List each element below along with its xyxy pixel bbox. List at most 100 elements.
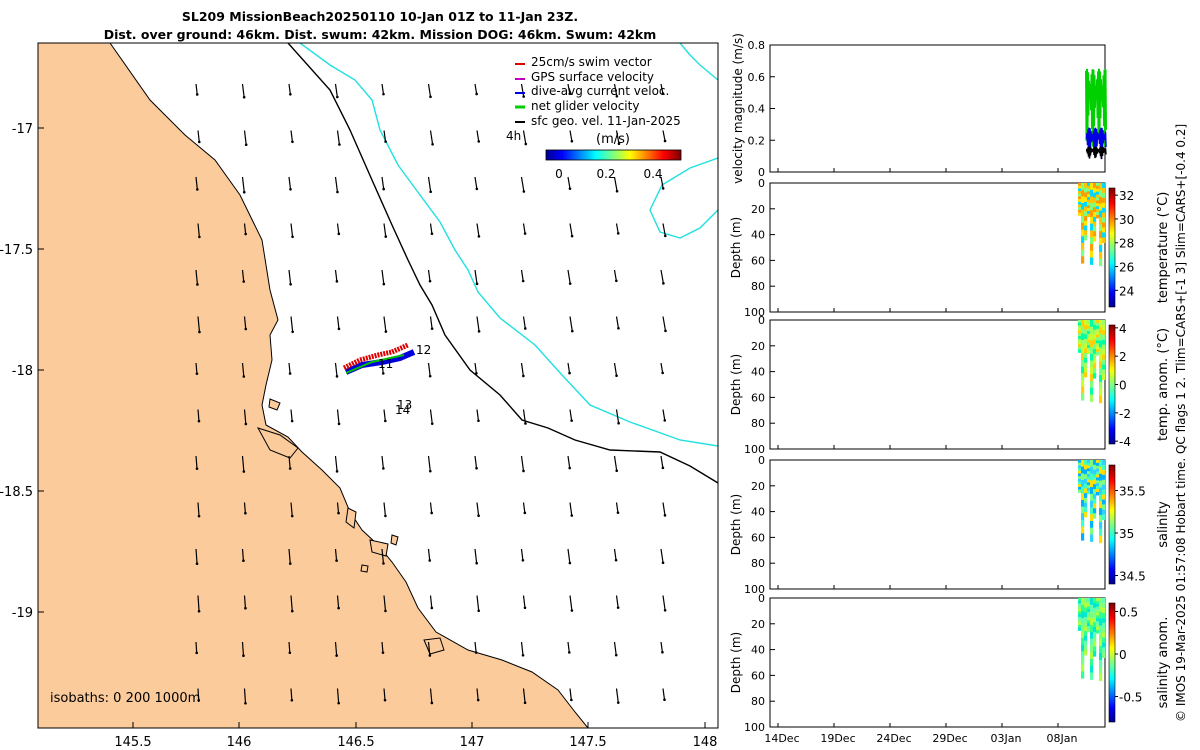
isobaths-note: isobaths: 0 200 1000m <box>50 691 200 706</box>
profile-cell <box>1093 373 1097 379</box>
depth-tick-label: 40 <box>751 366 765 379</box>
profile-cell <box>1093 226 1097 232</box>
profile-cell <box>1093 221 1097 228</box>
velocity-arrowhead <box>616 606 620 609</box>
velocity-arrowhead <box>614 653 618 657</box>
velocity-arrow <box>476 595 480 611</box>
velocity-arrow <box>383 223 387 237</box>
velocity-arrowhead <box>384 514 387 518</box>
profile-cell <box>1090 598 1094 606</box>
velocity-arrowhead <box>521 654 525 657</box>
profile-cell <box>1099 183 1103 191</box>
lon-tick-label: 145.5 <box>114 735 151 750</box>
velocity-arrowhead <box>242 190 246 194</box>
map-legend: 25cm/s swim vector GPS surface velocity … <box>515 55 681 128</box>
profile-cell <box>1096 609 1100 614</box>
velocity-arrow <box>613 83 618 97</box>
velocity-arrow <box>197 316 201 333</box>
velocity-arrow <box>569 223 573 237</box>
profile-cell <box>1081 671 1085 679</box>
velocity-arrowhead <box>428 559 432 562</box>
profile-cell <box>1090 347 1094 355</box>
panel-frame <box>769 459 1106 590</box>
velocity-series-line <box>1085 68 1107 147</box>
depth-axis-label: Depth (m) <box>729 632 743 693</box>
profile-cell <box>1090 618 1094 626</box>
profile-cell <box>1078 330 1082 335</box>
velocity-arrow <box>288 455 291 469</box>
profile-cell <box>1096 471 1100 476</box>
profile-cell <box>1087 188 1091 192</box>
velocity-arrowhead <box>570 514 574 517</box>
profile-cell <box>1090 243 1094 252</box>
colorbar-tick-label: 0.5 <box>1119 606 1138 620</box>
profile-cell <box>1096 615 1100 619</box>
profile-cell <box>1102 598 1106 604</box>
profile-cell <box>1093 334 1097 340</box>
lon-tick-label: 148 <box>693 735 718 750</box>
velocity-arrow <box>336 223 340 234</box>
velocity-arrowhead <box>290 698 294 702</box>
profile-cell <box>1081 499 1085 508</box>
velocity-arrowhead <box>522 190 526 193</box>
profile-cell <box>1078 201 1082 206</box>
profile-cell <box>1093 363 1097 369</box>
profile-cell <box>1099 368 1103 376</box>
profile-cell <box>1093 627 1097 633</box>
profile-cell <box>1102 334 1106 341</box>
profile-cell <box>1078 484 1082 488</box>
velocity-arrow <box>615 502 619 513</box>
profile-cell <box>1081 466 1085 474</box>
profile-cell <box>1102 642 1106 649</box>
velocity-arrowhead <box>335 280 339 283</box>
profile-cell <box>1090 466 1094 475</box>
lat-tick-label: -17.5 <box>0 243 33 258</box>
profile-cell <box>1078 614 1082 618</box>
colorbar-label: temperature (°C) <box>1156 192 1171 304</box>
time-tick-label: 19Dec <box>820 732 855 745</box>
depth-tick-label: 0 <box>758 177 765 190</box>
profile-cell <box>1087 487 1091 492</box>
profile-cell <box>1087 490 1091 495</box>
velocity-arrowhead <box>242 559 245 563</box>
velocity-arrowhead <box>664 329 667 333</box>
profile-cell <box>1099 611 1103 620</box>
velocity-arrow <box>241 362 245 377</box>
profile-cell <box>1084 324 1088 331</box>
profile-cell <box>1099 375 1103 383</box>
profile-cell <box>1090 493 1094 502</box>
velocity-arrow <box>474 83 478 95</box>
profile-cell <box>1090 203 1094 211</box>
profile-cell <box>1081 373 1085 381</box>
colorbar-tick-label: -2 <box>1119 407 1131 421</box>
profile-cell <box>1093 602 1097 609</box>
profile-cell <box>1087 210 1091 215</box>
surface-geostrophic-velocity-arrows <box>195 83 667 749</box>
profile-cell <box>1096 214 1100 219</box>
profile-cell <box>1081 339 1085 348</box>
velocity-arrow <box>662 688 666 700</box>
velocity-arrow <box>336 595 340 609</box>
depth-axis-label: Depth (m) <box>729 494 743 555</box>
profile-cell <box>1093 469 1097 476</box>
profile-cell <box>1087 623 1091 627</box>
velocity-arrow <box>429 688 433 704</box>
profile-cell <box>1081 624 1085 632</box>
profile-cell <box>1078 460 1082 464</box>
velocity-arrow <box>474 269 478 284</box>
velocity-arrowhead <box>382 746 385 749</box>
velocity-arrow <box>522 688 526 703</box>
y-tick-label: 0.8 <box>748 39 766 52</box>
profile-cell <box>1093 339 1097 345</box>
depth-tick-label: 100 <box>744 721 765 734</box>
profile-cell <box>1081 479 1085 488</box>
y-axis-label: velocity magnitude (m/s) <box>731 33 745 184</box>
profile-cell <box>1078 183 1082 187</box>
velocity-arrowhead <box>661 746 664 749</box>
depth-tick-label: 80 <box>751 280 765 293</box>
profile-cell <box>1099 326 1103 335</box>
profile-cell <box>1081 393 1085 401</box>
velocity-arrowhead <box>430 511 433 515</box>
velocity-arrow <box>195 455 198 469</box>
